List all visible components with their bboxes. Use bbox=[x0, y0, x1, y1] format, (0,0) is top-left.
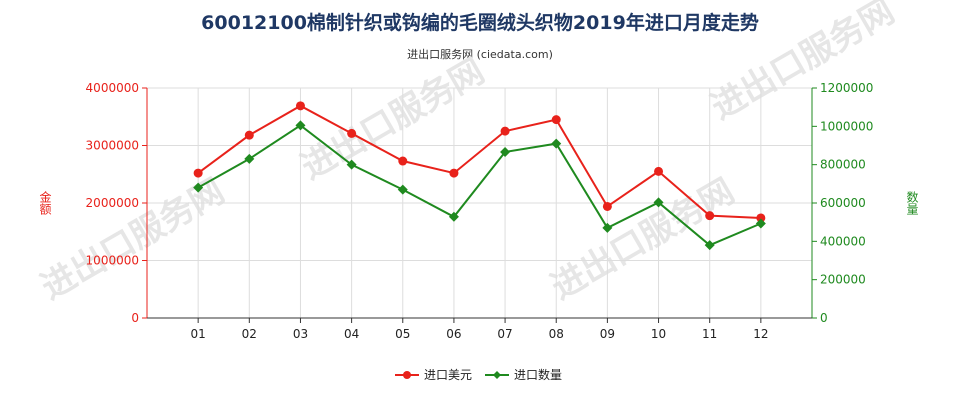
x-tick-label: 05 bbox=[395, 327, 410, 341]
watermark-text: 进出口服务网 bbox=[545, 171, 742, 308]
series-2-point bbox=[244, 153, 255, 164]
series-2-point bbox=[448, 211, 459, 222]
y-axis-left-title: 金额 bbox=[38, 190, 52, 216]
series-1-point bbox=[654, 166, 664, 176]
series-2-point bbox=[755, 218, 766, 229]
series-1-point bbox=[500, 126, 510, 136]
x-tick-label: 04 bbox=[344, 327, 359, 341]
series-1-point bbox=[193, 168, 203, 178]
x-tick-label: 08 bbox=[549, 327, 564, 341]
legend-marker-1 bbox=[403, 371, 411, 379]
chart-title: 60012100棉制针织或钩编的毛圈绒头织物2019年进口月度走势 bbox=[201, 12, 759, 34]
y-left-tick-label: 4000000 bbox=[86, 81, 139, 95]
series-2-point bbox=[551, 138, 562, 149]
legend-label-1: 进口美元 bbox=[424, 368, 472, 382]
y-left-tick-label: 1000000 bbox=[86, 254, 139, 268]
watermark-text: 进出口服务网 bbox=[35, 171, 232, 308]
series-2-point bbox=[602, 222, 613, 233]
y-left-tick-label: 3000000 bbox=[86, 139, 139, 153]
y-left-tick-label: 2000000 bbox=[86, 196, 139, 210]
series-1-point bbox=[705, 211, 715, 221]
series-2-point bbox=[704, 240, 715, 251]
x-tick-label: 06 bbox=[446, 327, 461, 341]
series-2-point bbox=[295, 120, 306, 131]
series-2-point bbox=[346, 159, 357, 170]
series-1-point bbox=[398, 156, 408, 166]
x-tick-label: 01 bbox=[191, 327, 206, 341]
series-1-point bbox=[295, 101, 305, 111]
legend-label-2: 进口数量 bbox=[514, 367, 562, 382]
x-tick-label: 10 bbox=[651, 327, 666, 341]
y-right-tick-label: 200000 bbox=[820, 273, 866, 287]
series-1-point bbox=[449, 168, 459, 178]
series-1-point bbox=[756, 213, 766, 223]
y-right-tick-label: 400000 bbox=[820, 234, 866, 248]
x-tick-label: 09 bbox=[600, 327, 615, 341]
series-line-2 bbox=[197, 124, 762, 247]
series-1-point bbox=[347, 128, 357, 138]
series-1-point bbox=[551, 115, 561, 125]
series-2-point bbox=[653, 197, 664, 208]
series-line-1 bbox=[197, 104, 761, 219]
y-left-tick-label: 0 bbox=[131, 311, 139, 325]
y-right-tick-label: 1200000 bbox=[820, 81, 873, 95]
watermark-text: 进出口服务网 bbox=[705, 0, 902, 128]
series-2-point bbox=[500, 147, 511, 158]
x-tick-label: 03 bbox=[293, 327, 308, 341]
x-tick-label: 02 bbox=[242, 327, 257, 341]
chart-subtitle: 进出口服务网 (ciedata.com) bbox=[407, 48, 553, 61]
x-tick-label: 07 bbox=[497, 327, 512, 341]
y-axis-right-title: 数量 bbox=[905, 190, 919, 215]
y-right-tick-label: 1000000 bbox=[820, 119, 873, 133]
y-right-tick-label: 800000 bbox=[820, 158, 866, 172]
series-2-point bbox=[397, 184, 408, 195]
x-tick-label: 11 bbox=[702, 327, 717, 341]
series-2-point bbox=[193, 182, 204, 193]
series-1-point bbox=[602, 201, 612, 211]
y-right-tick-label: 600000 bbox=[820, 196, 866, 210]
x-tick-label: 12 bbox=[753, 327, 768, 341]
legend-marker-2 bbox=[493, 371, 501, 379]
series-1-point bbox=[244, 130, 254, 140]
y-right-tick-label: 0 bbox=[820, 311, 828, 325]
